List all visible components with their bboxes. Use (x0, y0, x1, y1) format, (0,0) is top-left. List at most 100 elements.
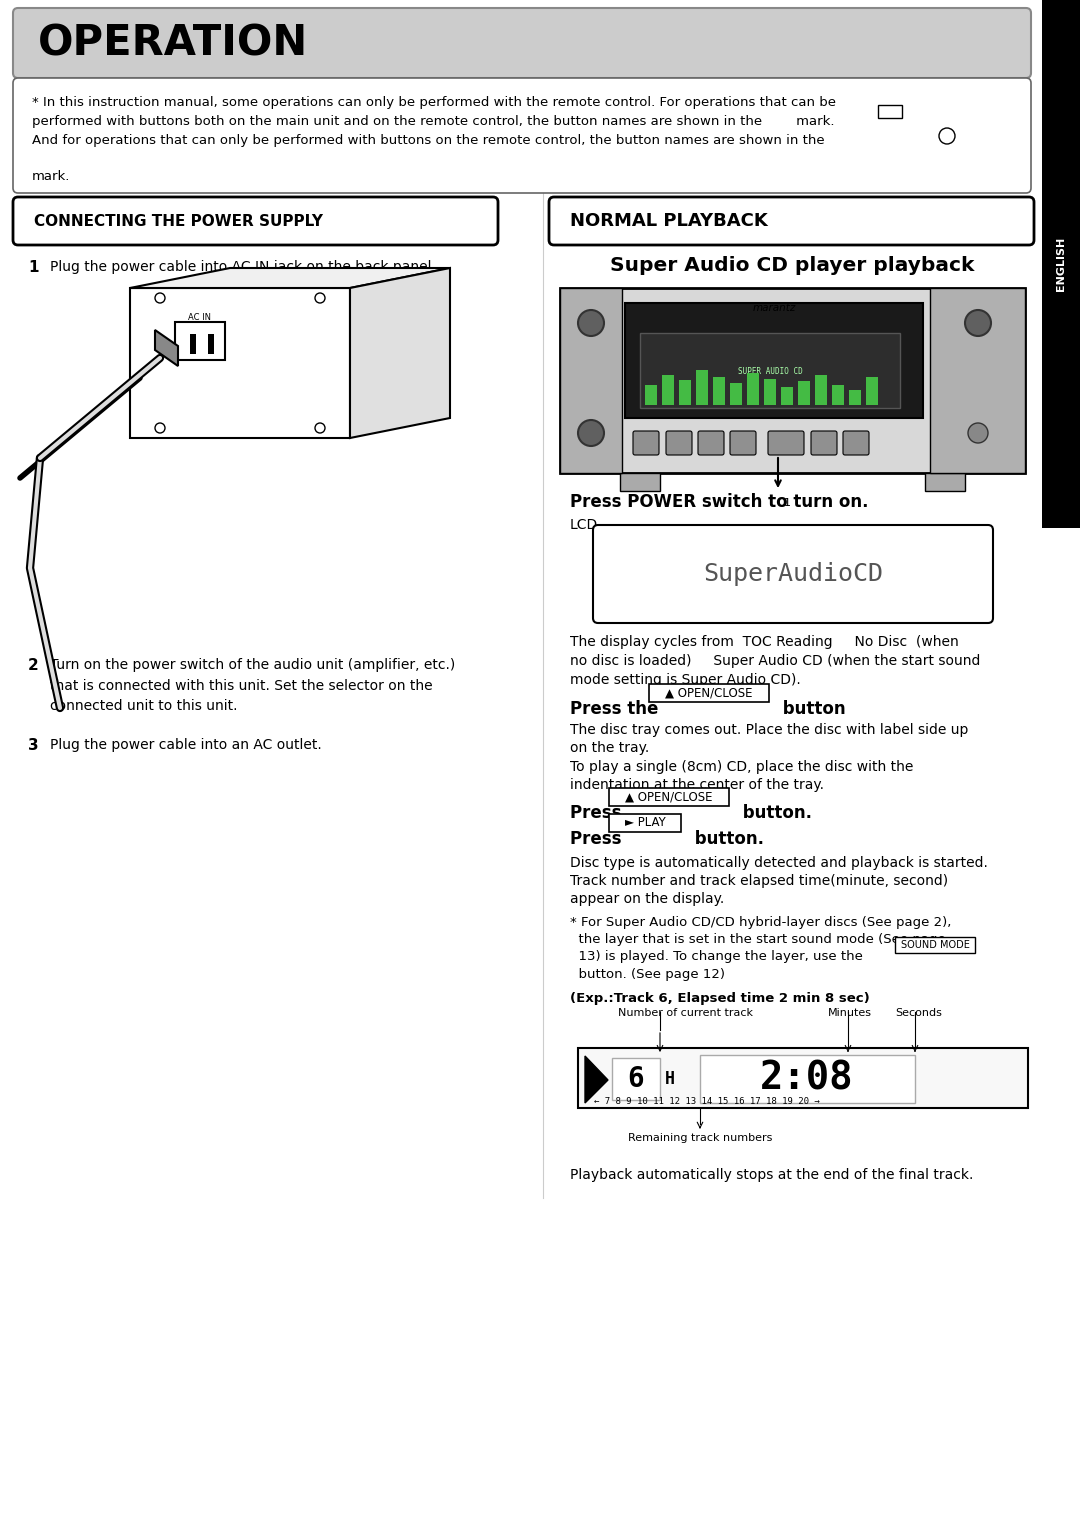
FancyBboxPatch shape (549, 197, 1034, 244)
Text: button.: button. (737, 804, 812, 822)
Text: performed with buttons both on the main unit and on the remote control, the butt: performed with buttons both on the main … (32, 115, 835, 128)
Bar (849, 390, 861, 405)
Text: marantz: marantz (753, 303, 796, 313)
Polygon shape (350, 267, 450, 439)
Bar (764, 379, 777, 405)
Bar (924, 474, 966, 490)
Text: Plug the power cable into AC IN jack on the back panel.: Plug the power cable into AC IN jack on … (50, 260, 436, 274)
Text: Turn on the power switch of the audio unit (amplifier, etc.)
that is connected w: Turn on the power switch of the audio un… (50, 659, 456, 714)
Circle shape (968, 423, 988, 443)
Polygon shape (156, 330, 178, 367)
FancyBboxPatch shape (13, 197, 498, 244)
Bar (866, 377, 878, 405)
Bar (640, 333, 900, 408)
Bar (561, 287, 622, 474)
Text: 3: 3 (28, 738, 39, 753)
Polygon shape (130, 287, 350, 439)
Bar (781, 387, 793, 405)
Text: ▲ OPEN/CLOSE: ▲ OPEN/CLOSE (665, 686, 753, 700)
Text: 13) is played. To change the layer, use the: 13) is played. To change the layer, use … (570, 950, 863, 963)
Bar (895, 937, 975, 953)
Polygon shape (585, 1056, 608, 1103)
FancyBboxPatch shape (730, 431, 756, 455)
Text: CONNECTING THE POWER SUPPLY: CONNECTING THE POWER SUPPLY (33, 214, 323, 229)
Circle shape (315, 293, 325, 303)
Bar (175, 322, 225, 361)
Text: (Exp.:Track 6, Elapsed time 2 min 8 sec): (Exp.:Track 6, Elapsed time 2 min 8 sec) (570, 992, 869, 1005)
Circle shape (966, 310, 991, 336)
Text: AC IN: AC IN (189, 313, 212, 322)
Text: on the tray.: on the tray. (570, 741, 649, 755)
Polygon shape (130, 267, 450, 287)
Circle shape (939, 128, 955, 144)
Text: Track number and track elapsed time(minute, second): Track number and track elapsed time(minu… (570, 874, 948, 888)
Bar (679, 380, 691, 405)
FancyBboxPatch shape (13, 8, 1031, 78)
Text: Disc type is automatically detected and playback is started.: Disc type is automatically detected and … (570, 856, 988, 869)
Text: no disc is loaded)     Super Audio CD (when the start sound: no disc is loaded) Super Audio CD (when … (570, 654, 981, 668)
Bar (832, 385, 843, 405)
Bar (208, 335, 214, 354)
Text: mode setting is Super Audio CD).: mode setting is Super Audio CD). (570, 672, 800, 688)
Bar (645, 385, 657, 405)
Text: mark.: mark. (32, 170, 70, 183)
Bar (662, 374, 674, 405)
Bar (609, 814, 681, 833)
Bar (649, 685, 769, 701)
Bar (713, 377, 725, 405)
FancyBboxPatch shape (698, 431, 724, 455)
Text: indentation at the center of the tray.: indentation at the center of the tray. (570, 778, 824, 792)
Circle shape (156, 423, 165, 432)
FancyBboxPatch shape (666, 431, 692, 455)
Text: Plug the power cable into an AC outlet.: Plug the power cable into an AC outlet. (50, 738, 322, 752)
Bar (612, 1057, 660, 1100)
Bar (561, 287, 1025, 474)
Text: Press POWER switch to turn on.: Press POWER switch to turn on. (570, 494, 868, 510)
Bar (878, 105, 902, 118)
Bar (815, 374, 827, 405)
Text: 1: 1 (28, 260, 39, 275)
Text: button. (See page 12): button. (See page 12) (570, 969, 725, 981)
Text: 6: 6 (627, 1065, 645, 1093)
Text: Press the: Press the (570, 700, 664, 718)
FancyBboxPatch shape (811, 431, 837, 455)
Bar (578, 1048, 1028, 1108)
Text: Playback automatically stops at the end of the final track.: Playback automatically stops at the end … (570, 1167, 973, 1183)
Text: ENGLISH: ENGLISH (1056, 237, 1066, 292)
Text: The disc tray comes out. Place the disc with label side up: The disc tray comes out. Place the disc … (570, 723, 969, 736)
Text: button: button (777, 700, 846, 718)
Text: OPERATION: OPERATION (38, 21, 308, 64)
Bar (700, 1054, 915, 1103)
Text: 1: 1 (784, 498, 791, 507)
FancyBboxPatch shape (768, 431, 804, 455)
Bar (190, 335, 195, 354)
FancyBboxPatch shape (843, 431, 869, 455)
Circle shape (315, 423, 325, 432)
Text: ► PLAY: ► PLAY (624, 816, 665, 830)
Text: SUPER AUDIO CD: SUPER AUDIO CD (738, 367, 802, 376)
Text: ← 7 8 9 10 11 12 13 14 15 16 17 18 19 20 →: ← 7 8 9 10 11 12 13 14 15 16 17 18 19 20… (594, 1097, 820, 1106)
Text: 2: 2 (28, 659, 39, 672)
Text: Press: Press (570, 804, 627, 822)
Text: H: H (665, 1070, 675, 1088)
Text: Super Audio CD player playback: Super Audio CD player playback (610, 257, 974, 275)
Text: SOUND MODE: SOUND MODE (901, 940, 970, 950)
Circle shape (578, 420, 604, 446)
Text: * In this instruction manual, some operations can only be performed with the rem: * In this instruction manual, some opera… (32, 96, 836, 108)
Text: LCD: LCD (570, 518, 598, 532)
Bar (1042, 0, 1080, 529)
Text: Press: Press (570, 830, 627, 848)
Bar (620, 474, 660, 490)
Text: To play a single (8cm) CD, place the disc with the: To play a single (8cm) CD, place the dis… (570, 759, 914, 775)
Bar (696, 370, 708, 405)
Bar (930, 287, 1025, 474)
Text: NORMAL PLAYBACK: NORMAL PLAYBACK (570, 212, 768, 231)
Circle shape (578, 310, 604, 336)
Bar (798, 380, 810, 405)
Text: * For Super Audio CD/CD hybrid-layer discs (See page 2),: * For Super Audio CD/CD hybrid-layer dis… (570, 915, 951, 929)
Text: And for operations that can only be performed with buttons on the remote control: And for operations that can only be perf… (32, 134, 825, 147)
Circle shape (156, 293, 165, 303)
Text: Remaining track numbers: Remaining track numbers (627, 1132, 772, 1143)
FancyBboxPatch shape (593, 526, 993, 623)
Text: ▲ OPEN/CLOSE: ▲ OPEN/CLOSE (625, 790, 713, 804)
